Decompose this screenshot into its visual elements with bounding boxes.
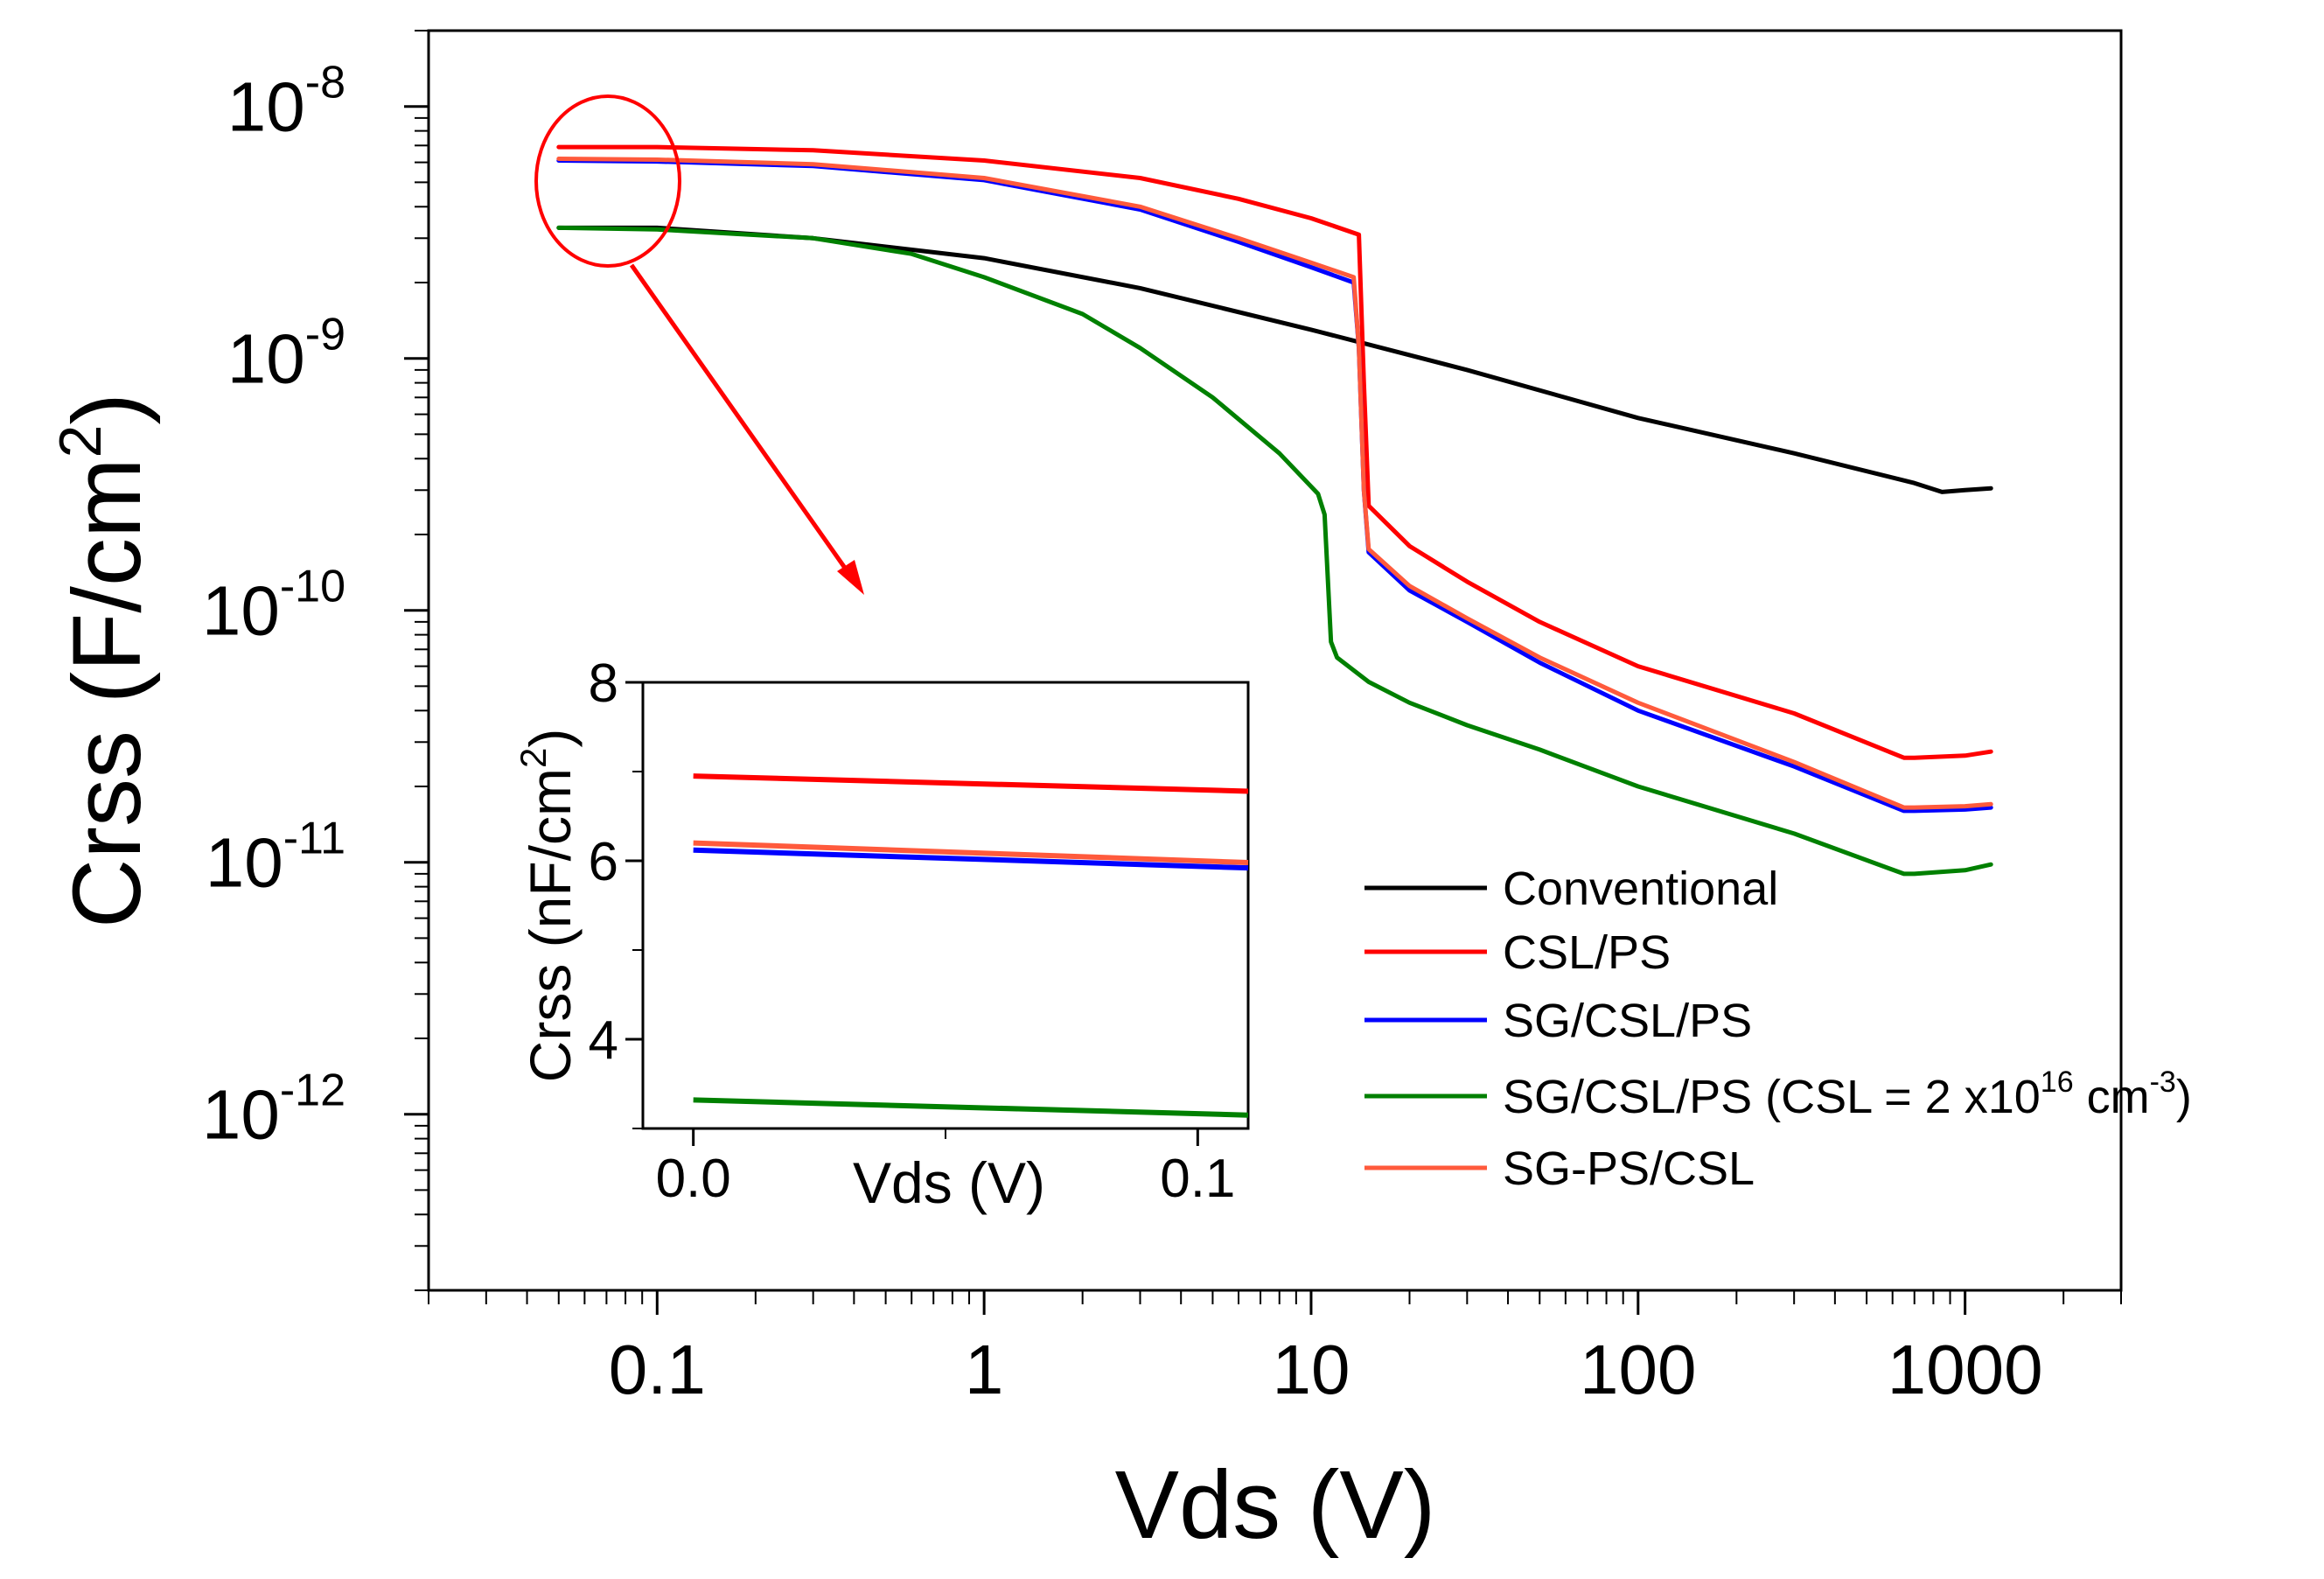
- legend-doped-prefix: SG/CSL/PS (CSL = 2 x10: [1503, 1071, 2041, 1123]
- legend-label-sg-csl-ps: SG/CSL/PS: [1503, 995, 1752, 1047]
- inset-series-group: [693, 773, 1249, 1118]
- y-tick-label-base: 10: [227, 320, 305, 398]
- svg-text:Crss (F/cm2): Crss (F/cm2): [47, 393, 161, 928]
- inset-y-axis-title-main: Crss (nF/cm: [518, 768, 583, 1082]
- x-tick-label: 1: [965, 1331, 1004, 1408]
- legend-label-conventional: Conventional: [1503, 863, 1778, 915]
- y-tick-label: 10-9: [227, 310, 345, 398]
- series-line-3-sg-csl-ps: [556, 225, 1993, 877]
- inset-plot-background: [643, 682, 1248, 1128]
- main-plot-frame: [427, 29, 2123, 1292]
- y-tick-label-exp: -8: [305, 58, 345, 108]
- legend-label-csl-ps: CSL/PS: [1503, 926, 1671, 979]
- svg-text:Crss (nF/cm2): Crss (nF/cm2): [513, 729, 583, 1083]
- legend-label-sg-csl-ps-doped: SG/CSL/PS (CSL = 2 x1016 cm-3): [1503, 1065, 2192, 1123]
- y-tick-label-base: 10: [202, 1076, 280, 1154]
- inset-y-tick-label: 8: [589, 653, 618, 714]
- inset-axis-ticks: [625, 681, 1199, 1146]
- highlight-circle: [534, 94, 681, 268]
- y-axis-title-main: Crss (F/cm: [53, 458, 161, 928]
- y-tick-label: 10-12: [202, 1065, 345, 1154]
- x-tick-label: 10: [1272, 1331, 1350, 1408]
- y-axis-title-close: ): [53, 393, 161, 425]
- x-axis-title: Vds (V): [1115, 1451, 1436, 1559]
- annotation-arrow-head: [837, 560, 864, 595]
- main-axis-ticks: [404, 30, 2122, 1315]
- x-tick-label: 0.1: [609, 1331, 706, 1408]
- legend: Conventional CSL/PS SG/CSL/PS SG/CSL/PS …: [1364, 863, 2192, 1195]
- y-tick-label-exp: -11: [283, 814, 345, 864]
- inset-series-line-0-csl-ps: [693, 773, 1249, 794]
- inset-y-tick-label: 4: [589, 1010, 618, 1071]
- x-tick-label: 100: [1580, 1331, 1696, 1408]
- series-line-4-sg-ps-csl: [556, 157, 1993, 810]
- inset-x-axis-title: Vds (V): [853, 1150, 1045, 1215]
- inset-y-axis-title: Crss (nF/cm2): [513, 729, 583, 1083]
- y-tick-label-base: 10: [206, 824, 283, 902]
- inset-series-line-1-sg-csl-ps: [693, 847, 1249, 871]
- x-tick-label: 1000: [1888, 1331, 2043, 1408]
- inset-x-tick-label: 0.1: [1160, 1149, 1235, 1209]
- main-series-group: [556, 144, 1993, 877]
- inset-y-axis-title-close: ): [518, 729, 583, 748]
- inset-x-tick-label: 0.0: [656, 1149, 731, 1209]
- inset-tick-labels: 0.0 0.1 4 6 8: [589, 653, 1236, 1209]
- legend-doped-tail-sup: -3: [2150, 1065, 2176, 1099]
- y-tick-label-base: 10: [227, 68, 305, 146]
- y-axis-title: Crss (F/cm2): [47, 393, 161, 928]
- y-tick-label-exp: -9: [305, 310, 345, 360]
- y-tick-label: 10-10: [202, 562, 345, 650]
- legend-doped-sup: 16: [2041, 1065, 2074, 1099]
- y-tick-label-base: 10: [202, 572, 280, 650]
- y-tick-label: 10-11: [206, 814, 345, 902]
- series-line-1-csl-ps: [556, 144, 1993, 760]
- annotation-arrow-line: [629, 263, 855, 581]
- inset-series-line-3-sg-csl-ps-csl-2x10-16: [693, 1097, 1249, 1118]
- y-tick-label: 10-8: [227, 58, 345, 146]
- inset-series-line-2-sg-ps-csl: [693, 840, 1249, 866]
- y-tick-label-exp: -12: [280, 1065, 345, 1116]
- inset-y-axis-title-sup: 2: [513, 748, 554, 768]
- legend-doped-end: ): [2176, 1071, 2192, 1123]
- legend-doped-tail: cm: [2074, 1071, 2150, 1123]
- y-axis-title-sup: 2: [47, 425, 114, 458]
- y-tick-label-exp: -10: [280, 562, 345, 612]
- inset-y-tick-label: 6: [589, 832, 618, 892]
- legend-label-sg-ps-csl: SG-PS/CSL: [1503, 1142, 1755, 1195]
